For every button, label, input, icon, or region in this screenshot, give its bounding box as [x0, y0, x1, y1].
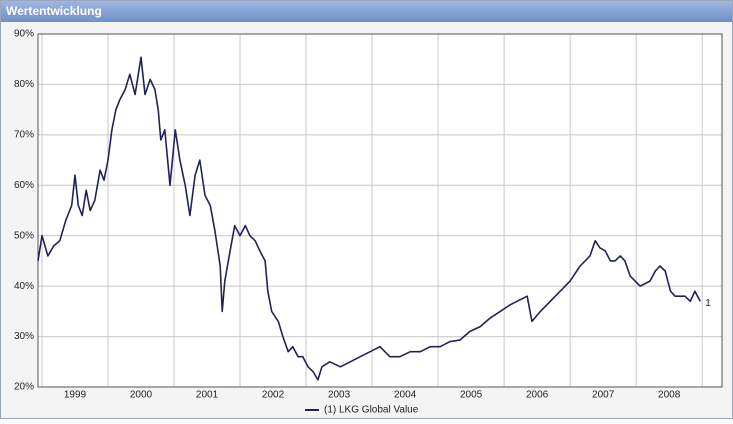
y-tick-label: 60%	[14, 180, 34, 191]
y-tick-label: 40%	[14, 281, 34, 292]
legend-label: (1) LKG Global Value	[324, 405, 419, 416]
y-tick-label: 90%	[14, 29, 34, 40]
y-tick-label: 30%	[14, 331, 34, 342]
y-tick-label: 20%	[14, 382, 34, 393]
x-tick-label: 2007	[592, 390, 615, 401]
panel-header	[1, 1, 732, 22]
chart-title: Wertentwicklung	[6, 4, 102, 18]
plot-border	[37, 33, 723, 388]
y-tick-label: 70%	[14, 129, 34, 140]
data-line	[37, 56, 701, 381]
x-tick-label: 2003	[328, 390, 351, 401]
x-tick-label: 1999	[64, 390, 87, 401]
y-tick-label: 50%	[14, 230, 34, 241]
x-tick-label: 2008	[658, 390, 681, 401]
x-tick-label: 2000	[130, 390, 153, 401]
x-tick-label: 2002	[262, 390, 285, 401]
end-label: 1	[705, 298, 711, 309]
x-tick-label: 2004	[394, 390, 417, 401]
x-tick-label: 2001	[196, 390, 219, 401]
x-tick-label: 2006	[526, 390, 549, 401]
x-tick-label: 2005	[460, 390, 483, 401]
y-tick-label: 80%	[14, 79, 34, 90]
plot-area	[38, 34, 722, 387]
